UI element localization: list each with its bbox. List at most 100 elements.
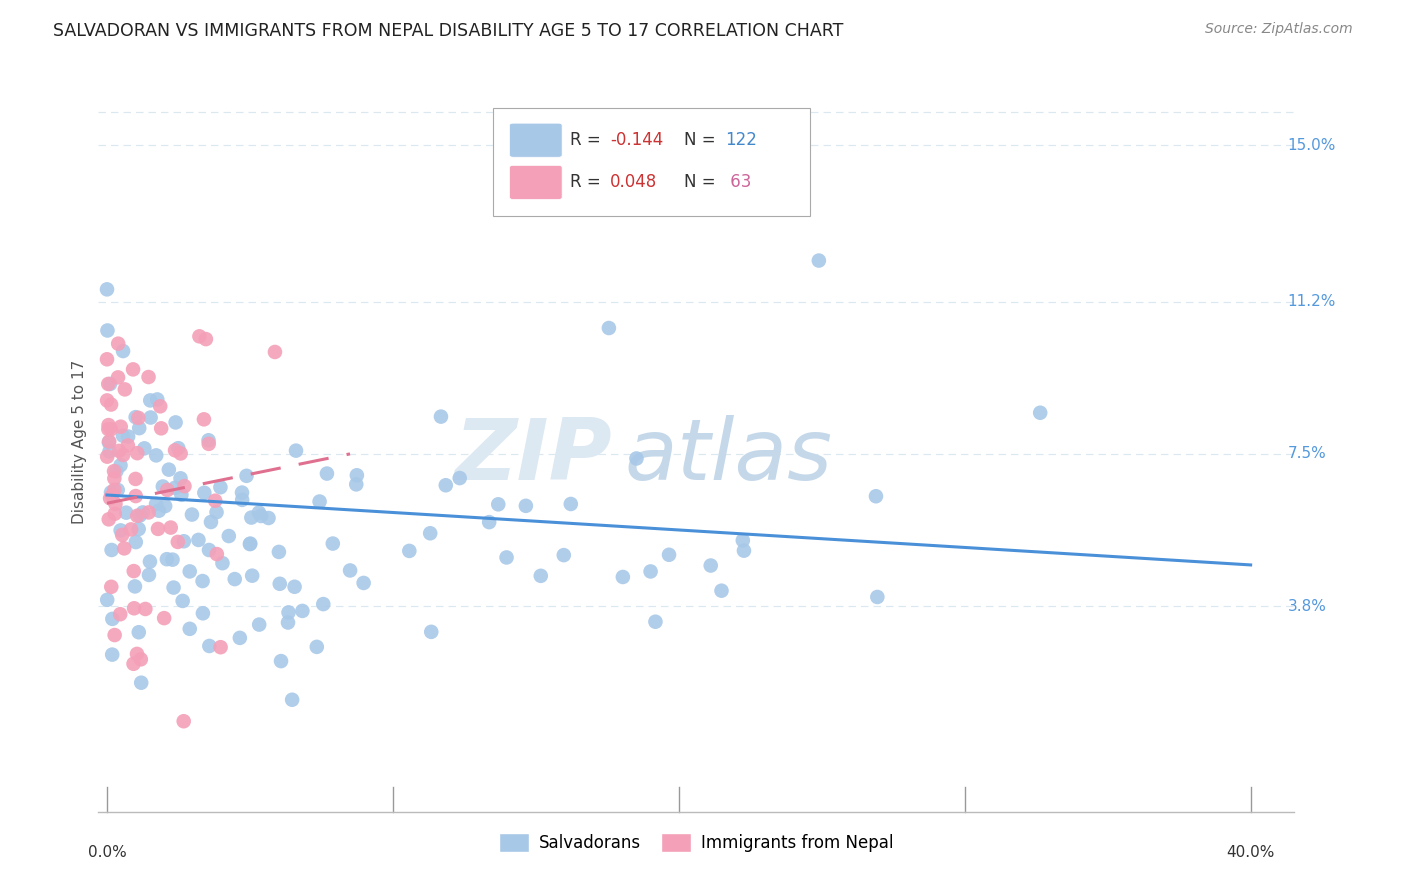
Point (478, 515, 501, 529)
Point (125, 489, 148, 503)
Point (179, 622, 201, 636)
Point (111, 528, 134, 542)
Point (209, 480, 232, 494)
Point (284, 580, 307, 594)
Point (166, 535, 188, 549)
Point (103, 464, 125, 478)
Point (231, 492, 253, 507)
Point (247, 617, 270, 632)
Point (247, 506, 270, 520)
Point (112, 448, 135, 462)
Text: 0.048: 0.048 (610, 173, 657, 192)
Point (122, 564, 145, 578)
Point (200, 515, 222, 529)
Point (173, 714, 195, 729)
Point (173, 479, 195, 493)
Point (97, 418, 120, 433)
Point (101, 612, 124, 626)
Point (100, 422, 122, 436)
Point (98, 376, 121, 391)
Point (122, 362, 145, 376)
Point (239, 536, 262, 550)
Point (269, 576, 291, 591)
Point (866, 590, 889, 604)
Point (250, 508, 273, 523)
Text: 11.2%: 11.2% (1288, 294, 1336, 310)
Point (100, 485, 122, 500)
Point (124, 472, 146, 486)
Point (96, 393, 118, 408)
Point (169, 446, 191, 460)
Point (205, 505, 228, 519)
Point (165, 416, 187, 430)
Point (173, 534, 195, 549)
Point (188, 329, 211, 343)
Point (156, 483, 179, 497)
Point (110, 524, 132, 538)
Text: R =: R = (571, 131, 606, 149)
Point (112, 541, 135, 556)
Point (339, 564, 361, 578)
Point (122, 601, 145, 615)
Point (134, 442, 156, 456)
Point (281, 692, 304, 706)
Point (179, 565, 201, 579)
Text: N =: N = (685, 131, 721, 149)
FancyBboxPatch shape (509, 123, 562, 157)
Point (128, 522, 150, 536)
Point (305, 640, 328, 654)
Point (165, 443, 187, 458)
Text: 40.0%: 40.0% (1226, 845, 1275, 860)
Text: 0.0%: 0.0% (87, 845, 127, 860)
FancyBboxPatch shape (494, 109, 810, 216)
Point (344, 477, 367, 491)
Point (316, 467, 339, 481)
Point (209, 640, 232, 655)
Point (181, 508, 204, 522)
Point (110, 419, 132, 434)
Point (104, 497, 127, 511)
Point (146, 522, 169, 536)
Point (107, 483, 129, 497)
Point (560, 497, 582, 511)
Point (97, 512, 120, 526)
Point (139, 410, 162, 425)
Point (710, 583, 733, 598)
Point (100, 543, 122, 558)
Point (167, 441, 190, 455)
Point (172, 594, 194, 608)
Point (486, 497, 509, 511)
Text: Source: ZipAtlas.com: Source: ZipAtlas.com (1205, 22, 1353, 37)
Point (134, 602, 156, 616)
Text: N =: N = (685, 173, 721, 192)
Point (419, 526, 441, 541)
Point (101, 648, 124, 662)
Point (191, 607, 214, 621)
Point (264, 345, 287, 359)
Point (218, 529, 240, 543)
Point (152, 479, 174, 493)
Point (110, 607, 132, 622)
Text: 7.5%: 7.5% (1288, 446, 1326, 461)
Point (128, 625, 150, 640)
Text: 3.8%: 3.8% (1288, 599, 1327, 614)
Point (96, 450, 118, 464)
Point (96, 282, 118, 296)
Point (120, 522, 142, 536)
Point (117, 438, 139, 452)
Point (191, 574, 214, 588)
Point (530, 569, 553, 583)
Point (125, 535, 148, 549)
Point (598, 321, 620, 335)
Point (101, 488, 124, 502)
Point (205, 547, 228, 561)
Point (127, 446, 149, 460)
Text: 63: 63 (724, 173, 751, 192)
Point (1029, 406, 1052, 420)
Point (198, 543, 221, 558)
Point (105, 464, 128, 478)
Y-axis label: Disability Age 5 to 17: Disability Age 5 to 17 (72, 359, 87, 524)
Point (353, 576, 375, 591)
Point (277, 615, 299, 630)
Point (127, 508, 149, 523)
